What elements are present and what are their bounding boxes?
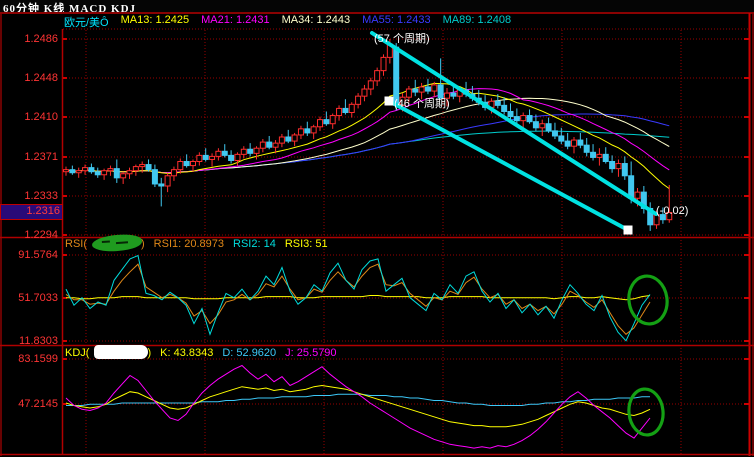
annotation-57-periods: (57 个周期) <box>374 33 430 45</box>
main-candles <box>63 39 673 231</box>
price-axis-label: 1.2371 <box>24 151 58 163</box>
green-circle-kdj <box>627 387 665 437</box>
rsi-legend: RSI( ) RSI1: 20.8973 RSI2: 14 RSI3: 51 <box>65 232 328 253</box>
kdj-line-j <box>65 364 651 449</box>
ma-legend-item: MA34: 1.2443 <box>281 14 351 26</box>
rsi-legend-item: RSI2: 14 <box>233 237 276 250</box>
kdj-suffix: ) <box>147 346 152 359</box>
rsi-axis-label: 11.8303 <box>19 335 58 347</box>
green-circle-annotations <box>627 274 669 437</box>
annotation-delta: (-0.02) <box>656 205 689 217</box>
ma-line-ma21 <box>65 88 670 174</box>
rsi-legend-item: RSI3: 51 <box>284 237 328 250</box>
kdj-legend: KDJ( ) K: 43.8343 D: 52.9620 J: 25.5790 <box>65 344 337 360</box>
ma-legend-item: MA21: 1.2431 <box>201 14 270 26</box>
kdj-prefix: KDJ( <box>65 346 90 359</box>
instrument-label: 欧元/美Ô <box>64 17 109 29</box>
green-scribble-annotation <box>91 232 143 253</box>
ma-legend-item: MA13: 1.2425 <box>120 14 190 26</box>
kdj-line <box>65 364 651 449</box>
ma-legend-item: MA89: 1.2408 <box>442 14 512 26</box>
ma-line-ma13 <box>65 82 670 190</box>
rsi-prefix: RSI( <box>65 237 87 250</box>
rsi-axis-label: 51.7033 <box>18 292 58 304</box>
rsi-line <box>65 254 651 342</box>
ma-legend-item: MA55: 1.2433 <box>362 14 431 26</box>
price-axis-label: 1.2294 <box>24 229 58 241</box>
kdj-axis-label: 83.1599 <box>18 353 58 365</box>
green-circle-rsi <box>627 274 669 326</box>
kdj-legend-item: D: 52.9620 <box>222 346 277 359</box>
kdj-hidden-params <box>94 344 149 360</box>
grid-lines <box>63 28 749 454</box>
rsi-axis-label: 91.5764 <box>18 249 58 261</box>
rsi-legend-item: RSI1: 20.8973 <box>153 237 225 250</box>
channel-endpoint-square[interactable] <box>384 96 394 106</box>
main-chart-legend: 欧元/美Ô MA13: 1.2425 MA21: 1.2431 MA34: 1.24… <box>64 14 511 30</box>
rsi-hidden-params <box>91 232 143 253</box>
kdj-line-k <box>65 384 651 428</box>
price-axis-label: 1.2410 <box>24 111 58 123</box>
rsi-line-rsi2 <box>65 254 651 342</box>
kdj-legend-item: J: 25.5790 <box>285 346 337 359</box>
trend-channel <box>370 31 658 235</box>
price-axis-label: 1.2448 <box>24 72 58 84</box>
rsi-suffix: ) <box>141 237 145 250</box>
current-price-tag: 1.2316 <box>0 204 63 220</box>
ma-line-ma34 <box>65 97 670 174</box>
white-blob-annotation <box>94 344 149 359</box>
kdj-legend-item: K: 43.8343 <box>160 346 214 359</box>
rsi-line-rsi3 <box>66 295 651 301</box>
annotation-46-periods: (46 个周期) <box>394 98 450 110</box>
channel-endpoint-square[interactable] <box>623 225 633 235</box>
price-axis-label: 1.2333 <box>24 190 58 202</box>
kdj-axis-label: 47.2145 <box>18 398 58 410</box>
price-axis-label: 1.2486 <box>24 33 58 45</box>
ma-lines <box>65 82 670 190</box>
rsi-line-rsi1 <box>65 263 651 335</box>
